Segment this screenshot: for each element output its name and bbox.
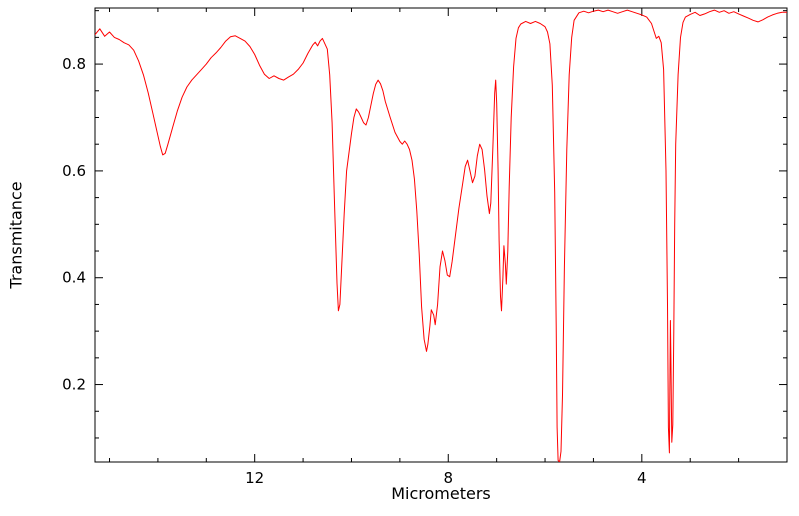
y-tick-label: 0.4 (62, 269, 86, 287)
x-tick-label: 8 (443, 469, 453, 487)
spectrum-line (95, 9, 787, 462)
y-tick-label: 0.2 (62, 376, 86, 394)
x-axis-title: Micrometers (391, 484, 491, 503)
x-tick-label: 12 (245, 469, 264, 487)
y-tick-label: 0.6 (62, 162, 86, 180)
plot-frame (94, 7, 788, 463)
x-tick-label: 4 (637, 469, 647, 487)
y-axis-title: Transmitance (6, 181, 26, 289)
y-tick-label: 0.8 (62, 55, 86, 73)
